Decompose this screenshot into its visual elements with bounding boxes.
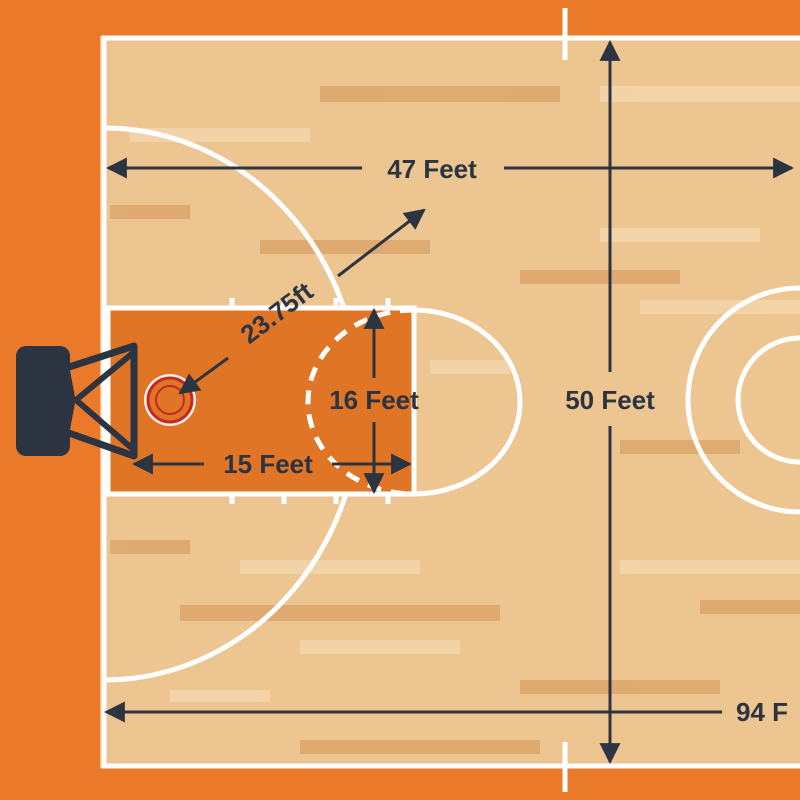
center-circle-inner	[735, 335, 800, 465]
half-court-length-label: 47 Feet	[387, 154, 477, 184]
free-throw-distance-label: 15 Feet	[223, 449, 313, 479]
center-circle-outer	[685, 285, 800, 515]
backboard-icon	[16, 342, 138, 460]
hoop-icon	[144, 374, 196, 426]
wood-planks	[110, 86, 800, 754]
court-length-label: 94 F	[736, 697, 788, 727]
court-boundary	[101, 35, 800, 769]
three-point-arrow-lower	[178, 356, 229, 395]
court-width-label: 50 Feet	[565, 385, 655, 415]
lane-hash-marks	[229, 298, 391, 504]
lane-width-label: 16 Feet	[329, 385, 419, 415]
free-throw-circle-outer	[413, 307, 523, 497]
three-point-arrow-upper	[337, 208, 426, 278]
